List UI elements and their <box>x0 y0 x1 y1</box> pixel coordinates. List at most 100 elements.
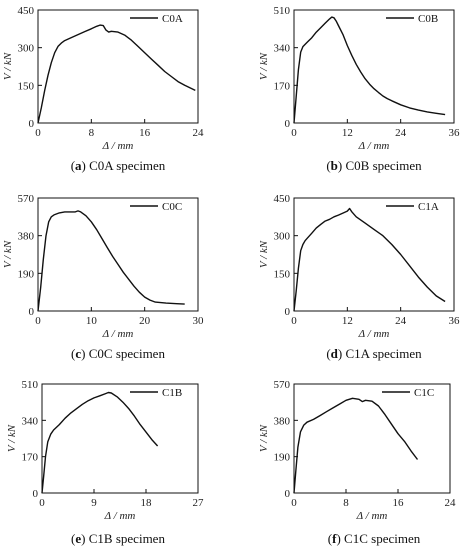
x-axis-label: Δ / mm <box>358 328 390 340</box>
x-axis-label: Δ / mm <box>104 510 136 522</box>
x-tick-label: 30 <box>193 315 205 327</box>
legend-label: C1A <box>418 201 439 213</box>
x-tick-label: 0 <box>39 497 45 509</box>
y-tick-label: 0 <box>33 488 39 500</box>
y-tick-label: 570 <box>18 193 35 205</box>
caption-letter: e <box>75 531 81 546</box>
y-tick-label: 510 <box>274 5 291 17</box>
y-tick-label: 380 <box>274 415 291 427</box>
plot-frame <box>293 383 451 494</box>
caption-letter: c <box>75 346 81 361</box>
legend-label: C1C <box>414 387 434 399</box>
y-tick-label: 0 <box>285 306 291 318</box>
panel-caption: (d) C1A specimen <box>326 346 422 361</box>
y-tick-label: 340 <box>22 415 39 427</box>
caption-letter: b <box>331 158 338 173</box>
series-line-c1b <box>41 391 159 494</box>
panel-b: 0 12 24 36 0 170 340 510 Δ / mm V / kN C0B (b) C0B … <box>258 5 460 173</box>
caption-paren-open: ( <box>326 158 330 173</box>
x-tick-label: 0 <box>291 127 297 139</box>
panel-caption: (a) C0A specimen <box>71 158 166 173</box>
plot-frame <box>37 9 199 124</box>
x-tick-label: 9 <box>91 497 97 509</box>
y-tick-label: 340 <box>274 43 291 55</box>
caption-paren-open: ( <box>328 531 332 546</box>
x-tick-label: 20 <box>139 315 151 327</box>
y-tick-label: 170 <box>274 80 291 92</box>
y-tick-label: 0 <box>285 488 291 500</box>
caption-text: C0B specimen <box>342 158 422 173</box>
caption-paren-open: ( <box>326 346 330 361</box>
y-tick-label: 150 <box>18 80 35 92</box>
caption-paren-close: ) <box>338 158 342 173</box>
x-tick-label: 10 <box>86 315 98 327</box>
y-axis-label: V / kN <box>258 424 270 452</box>
caption-text: C1C specimen <box>341 531 421 546</box>
series-line-c0a <box>37 24 196 124</box>
caption-paren-close: ) <box>81 346 85 361</box>
y-tick-label: 170 <box>22 452 39 464</box>
x-tick-label: 16 <box>393 497 405 509</box>
caption-letter: a <box>75 158 82 173</box>
caption-paren-close: ) <box>82 158 86 173</box>
x-tick-label: 12 <box>342 127 353 139</box>
y-tick-label: 380 <box>18 231 35 243</box>
x-tick-label: 24 <box>193 127 205 139</box>
series-line-c0b <box>293 16 446 124</box>
x-tick-label: 0 <box>35 127 41 139</box>
series-line-c1a <box>293 207 446 312</box>
x-tick-label: 27 <box>193 497 205 509</box>
panel-e: 0 9 18 27 0 170 340 510 Δ / mm V / kN C1B (e) C1B s… <box>6 379 204 546</box>
x-tick-label: 24 <box>395 315 407 327</box>
plot-frame <box>293 9 455 124</box>
y-axis-label: V / kN <box>258 240 270 268</box>
x-tick-label: 0 <box>291 497 297 509</box>
caption-paren-open: ( <box>71 531 75 546</box>
x-axis-label: Δ / mm <box>102 328 134 340</box>
x-tick-label: 8 <box>343 497 349 509</box>
y-tick-label: 0 <box>29 118 35 130</box>
caption-paren-close: ) <box>81 531 85 546</box>
y-tick-label: 150 <box>274 268 291 280</box>
y-axis-label: V / kN <box>6 424 18 452</box>
x-tick-label: 8 <box>89 127 95 139</box>
y-tick-label: 300 <box>274 231 291 243</box>
x-tick-label: 36 <box>449 315 461 327</box>
panel-caption: (c) C0C specimen <box>71 346 165 361</box>
y-tick-label: 300 <box>18 43 35 55</box>
y-tick-label: 450 <box>18 5 35 17</box>
x-tick-label: 24 <box>395 127 407 139</box>
caption-paren-close: ) <box>336 531 340 546</box>
caption-paren-open: ( <box>71 346 75 361</box>
panel-caption: (e) C1B specimen <box>71 531 165 546</box>
y-axis-label: V / kN <box>2 52 14 80</box>
legend-label: C0C <box>162 201 182 213</box>
caption-paren-close: ) <box>338 346 342 361</box>
x-axis-label: Δ / mm <box>358 140 390 152</box>
plot-frame <box>41 383 199 494</box>
y-tick-label: 190 <box>274 452 291 464</box>
y-axis-label: V / kN <box>258 52 270 80</box>
panel-d: 0 12 24 36 0 150 300 450 Δ / mm V / kN C1A (d) C1A … <box>258 193 460 361</box>
legend-label: C1B <box>162 387 182 399</box>
x-tick-label: 12 <box>342 315 353 327</box>
x-tick-label: 0 <box>291 315 297 327</box>
x-tick-label: 24 <box>445 497 457 509</box>
caption-text: C0C specimen <box>86 346 166 361</box>
y-tick-label: 0 <box>29 306 35 318</box>
panel-f: 0 8 16 24 0 190 380 570 Δ / mm V / kN C1C (f) C1C s… <box>258 379 456 546</box>
x-tick-label: 16 <box>139 127 151 139</box>
caption-text: C1A specimen <box>342 346 422 361</box>
legend-label: C0A <box>162 13 183 25</box>
plot-frame <box>293 197 455 312</box>
caption-text: C0A specimen <box>86 158 166 173</box>
caption-text: C1B specimen <box>86 531 166 546</box>
x-axis-label: Δ / mm <box>356 510 388 522</box>
panel-caption: (b) C0B specimen <box>326 158 422 173</box>
caption-paren-open: ( <box>71 158 75 173</box>
plot-frame <box>37 197 199 312</box>
x-tick-label: 18 <box>141 497 153 509</box>
panel-caption: (f) C1C specimen <box>328 531 421 546</box>
